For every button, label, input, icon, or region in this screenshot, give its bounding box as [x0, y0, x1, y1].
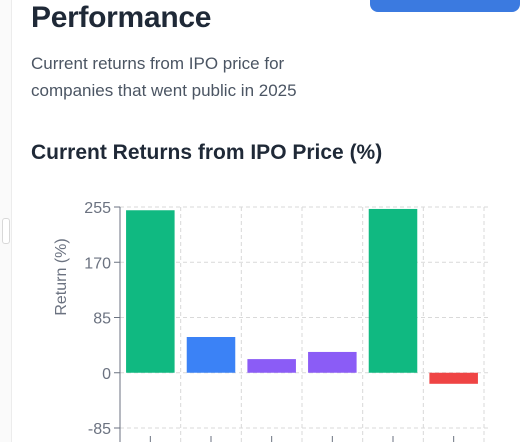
chart-axes: -85 0 85 170 255 [84, 200, 455, 442]
header-action-button[interactable] [370, 0, 520, 12]
bar-1[interactable] [126, 210, 175, 373]
bar-4[interactable] [308, 351, 357, 373]
chart-grid [119, 206, 488, 442]
page-title: Performance [31, 1, 212, 34]
page-subtitle: Current returns from IPO price for compa… [31, 54, 297, 100]
bar-6[interactable] [429, 372, 478, 384]
y-tick-label: -85 [88, 421, 111, 438]
y-axis-label: Return (%) [53, 238, 70, 315]
bar-5[interactable] [368, 208, 418, 373]
chart-title: Current Returns from IPO Price (%) [31, 141, 383, 164]
y-tick-label: 85 [93, 311, 111, 328]
y-tick-label: 255 [84, 200, 111, 217]
y-tick-label: 0 [102, 366, 111, 383]
left-edge-panel [0, 0, 12, 442]
y-tick-label: 170 [84, 255, 111, 272]
chart-bars [126, 208, 478, 384]
bar-2[interactable] [186, 337, 236, 373]
resize-handle[interactable] [2, 218, 10, 244]
bar-3[interactable] [247, 359, 296, 373]
